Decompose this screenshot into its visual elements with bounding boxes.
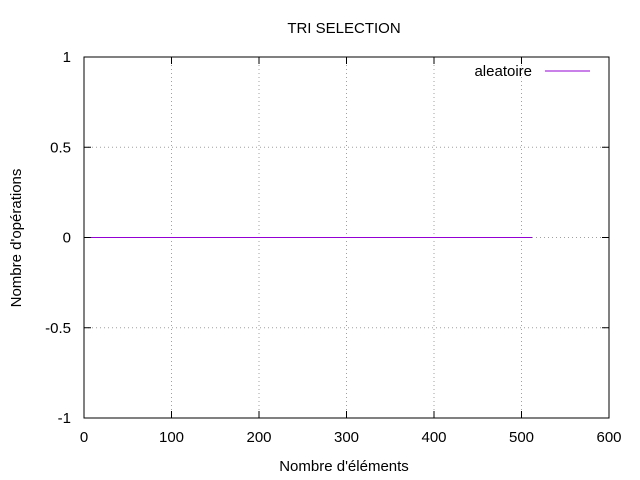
legend: aleatoire	[474, 63, 590, 80]
chart-title: TRI SELECTION	[287, 20, 400, 37]
x-tick-label: 200	[246, 429, 271, 446]
y-tick-label: -1	[58, 410, 71, 427]
x-tick-label: 100	[159, 429, 184, 446]
x-tick-label: 0	[80, 429, 88, 446]
x-tick-label: 500	[509, 429, 534, 446]
x-tick-label: 300	[334, 429, 359, 446]
y-tick-label: 0.5	[50, 139, 71, 156]
y-axis-title: Nombre d'opérations	[8, 169, 25, 308]
legend-label-aleatoire: aleatoire	[474, 63, 532, 80]
x-axis-title: Nombre d'éléments	[279, 458, 409, 475]
tick-layer	[83, 56, 610, 419]
y-tick-label: 1	[63, 49, 71, 66]
x-tick-label: 400	[421, 429, 446, 446]
tick-label-layer: 0 100 200 300 400 500 600 -1 -0.5 0 0.5 1	[45, 49, 621, 446]
x-tick-label: 600	[596, 429, 621, 446]
y-tick-label: -0.5	[45, 320, 71, 337]
y-tick-label: 0	[63, 230, 71, 247]
